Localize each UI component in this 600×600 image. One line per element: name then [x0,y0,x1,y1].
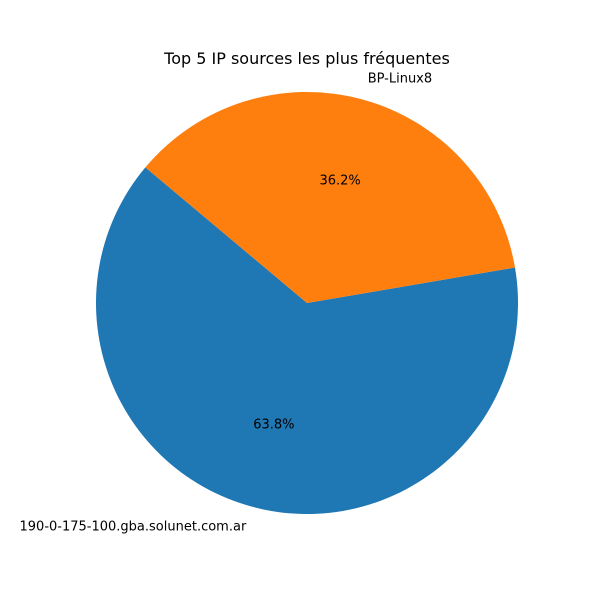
pie-slice-label-1: BP-Linux8 [368,71,432,86]
pie-slice-percent-1: 36.2% [319,173,360,188]
pie-slice-label-0: 190-0-175-100.gba.solunet.com.ar [20,520,247,535]
pie-slice-0 [96,167,518,514]
pie-slice-percent-0: 63.8% [253,418,294,433]
chart-title: Top 5 IP sources les plus fréquentes [163,49,450,68]
pie-slices [96,91,518,514]
pie-labels: 190-0-175-100.gba.solunet.com.ar 63.8% BP-… [20,71,433,534]
pie-slice-1 [145,91,515,303]
